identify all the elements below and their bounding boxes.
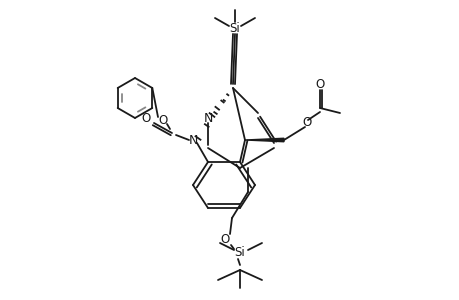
Text: N: N xyxy=(203,112,212,124)
Text: O: O xyxy=(220,233,229,247)
Text: Si: Si xyxy=(234,247,245,260)
Polygon shape xyxy=(245,138,283,142)
Text: Si: Si xyxy=(229,22,240,34)
Text: O: O xyxy=(302,116,311,128)
Text: O: O xyxy=(158,113,167,127)
Text: O: O xyxy=(315,77,324,91)
Text: N: N xyxy=(188,134,197,146)
Text: O: O xyxy=(141,112,150,125)
